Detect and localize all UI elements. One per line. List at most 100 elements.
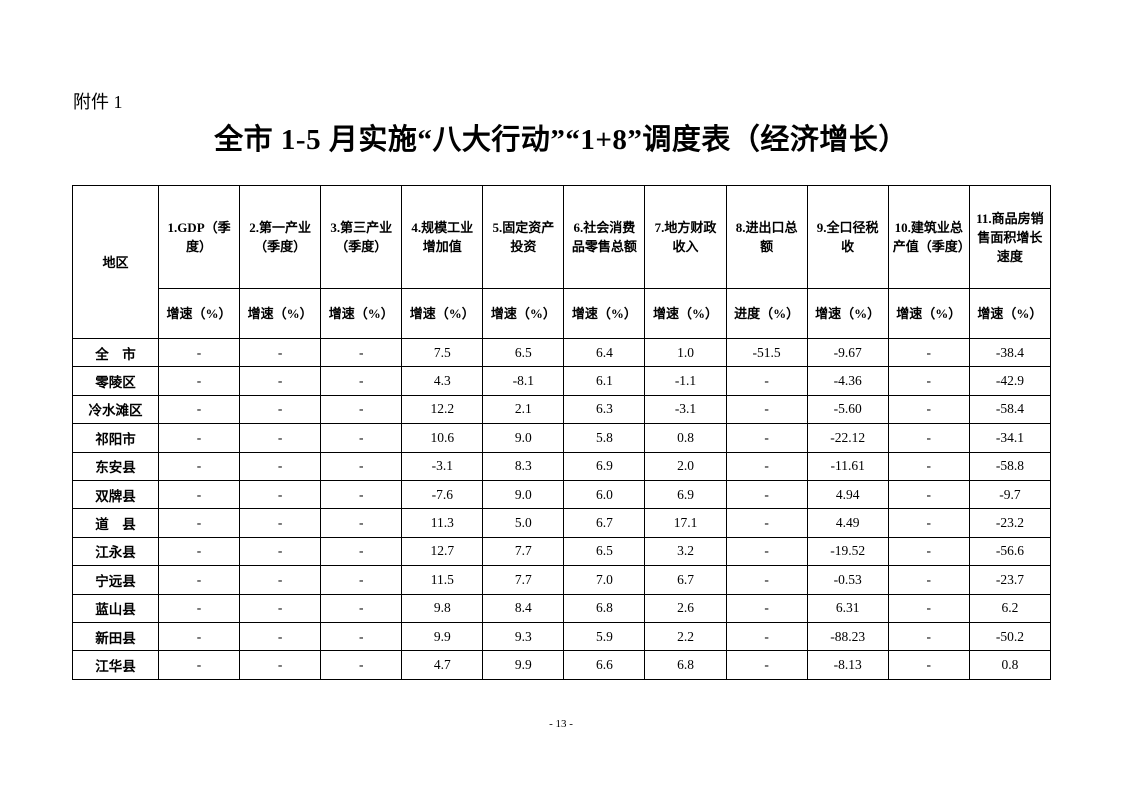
value-cell: 0.8: [968, 650, 1052, 680]
value-cell: -23.7: [968, 565, 1052, 595]
column-header: 6.社会消费品零售总额: [563, 185, 646, 289]
value-cell: -: [887, 565, 970, 595]
table-row: 蓝山县 - - -9.8 8.4 6.8 2.6-6.31-6.2: [72, 593, 1052, 623]
value-cell: 4.3: [401, 366, 484, 396]
value-cell: -: [320, 423, 403, 453]
region-cell: 冷水滩区: [72, 394, 159, 425]
value-cell: -: [887, 621, 970, 652]
value-cell: 6.9: [644, 479, 727, 510]
column-header: 3.第三产业（季度）: [320, 185, 403, 289]
table-row: 全 市 - - -7.5 6.5 6.4 1.0 -51.5 -9.67- -38.4: [72, 337, 1052, 368]
value-cell: 6.8: [644, 650, 727, 680]
value-cell: 7.7: [482, 565, 565, 595]
value-cell: 10.6: [401, 423, 484, 453]
value-cell: 6.0: [563, 479, 646, 510]
value-cell: -: [887, 451, 970, 481]
value-cell: -: [725, 565, 808, 595]
table-row: 冷水滩区 - - -12.2 2.1 6.3 -3.1- -5.60- -58.4: [72, 394, 1052, 425]
region-cell: 蓝山县: [72, 593, 159, 623]
value-cell: -22.12: [806, 423, 889, 453]
value-cell: -9.7: [968, 479, 1052, 510]
value-cell: -: [157, 536, 241, 567]
page-number: - 13 -: [549, 718, 573, 730]
value-cell: -: [157, 423, 241, 453]
column-header: 1.GDP（季度）: [157, 185, 241, 289]
column-header: 10.建筑业总产值（季度）: [887, 185, 971, 289]
value-cell: -: [157, 593, 241, 623]
value-cell: -: [320, 366, 403, 396]
value-cell: 6.5: [563, 536, 646, 567]
value-cell: 4.94: [806, 479, 889, 510]
column-unit: 增速（%）: [968, 288, 1052, 339]
value-cell: -23.2: [968, 508, 1052, 538]
column-unit: 增速（%）: [157, 288, 241, 339]
value-cell: -: [725, 394, 808, 425]
value-cell: -: [887, 536, 970, 567]
value-cell: -50.2: [968, 621, 1052, 652]
value-cell: 12.2: [401, 394, 484, 425]
header-row: 地区 1.GDP（季度） 2.第一产业（季度） 3.第三产业（季度） 4.规模工业增加…: [72, 185, 1052, 339]
column-unit: 增速（%）: [239, 288, 322, 339]
column-unit: 进度（%）: [725, 288, 808, 339]
table-row: 道 县 - - -11.3 5.0 6.7 17.1-4.49- -23.2: [72, 508, 1052, 538]
column-header: 2.第一产业（季度）: [239, 185, 322, 289]
column-header: 9.全口径税收: [806, 185, 889, 289]
value-cell: -: [157, 621, 241, 652]
region-cell: 新田县: [72, 621, 159, 652]
column-unit: 增速（%）: [401, 288, 484, 339]
value-cell: 5.8: [563, 423, 646, 453]
value-cell: -: [239, 394, 322, 425]
value-cell: -: [239, 650, 322, 680]
column-unit: 增速（%）: [482, 288, 565, 339]
region-cell: 祁阳市: [72, 423, 159, 453]
value-cell: 11.3: [401, 508, 484, 538]
value-cell: -: [239, 451, 322, 481]
value-cell: -: [320, 593, 403, 623]
value-cell: -: [157, 451, 241, 481]
value-cell: 1.0: [644, 337, 727, 368]
value-cell: 9.9: [401, 621, 484, 652]
value-cell: -: [320, 479, 403, 510]
value-cell: -: [725, 621, 808, 652]
region-cell: 东安县: [72, 451, 159, 481]
value-cell: -: [887, 423, 970, 453]
value-cell: -88.23: [806, 621, 889, 652]
table-row: 宁远县 - - -11.5 7.7 7.0 6.7- -0.53- -23.7: [72, 565, 1052, 595]
value-cell: 11.5: [401, 565, 484, 595]
value-cell: 6.6: [563, 650, 646, 680]
value-cell: -51.5: [725, 337, 808, 368]
value-cell: -: [239, 621, 322, 652]
value-cell: -: [887, 508, 970, 538]
value-cell: -: [887, 650, 970, 680]
value-cell: 9.8: [401, 593, 484, 623]
value-cell: -3.1: [401, 451, 484, 481]
value-cell: 2.0: [644, 451, 727, 481]
value-cell: -: [320, 337, 403, 368]
value-cell: -: [157, 508, 241, 538]
value-cell: -: [157, 394, 241, 425]
table-row: 江华县 - - -4.7 9.9 6.6 6.8- -8.13-0.8: [72, 650, 1052, 680]
value-cell: -0.53: [806, 565, 889, 595]
value-cell: -: [320, 536, 403, 567]
value-cell: 6.9: [563, 451, 646, 481]
value-cell: -: [725, 479, 808, 510]
value-cell: -: [887, 394, 970, 425]
value-cell: 9.9: [482, 650, 565, 680]
value-cell: 9.0: [482, 479, 565, 510]
table-row: 新田县 - - -9.9 9.3 5.9 2.2- -88.23- -50.2: [72, 621, 1052, 652]
value-cell: -: [239, 366, 322, 396]
value-cell: -: [239, 565, 322, 595]
value-cell: -7.6: [401, 479, 484, 510]
value-cell: -: [239, 593, 322, 623]
value-cell: 6.7: [563, 508, 646, 538]
table-row: 祁阳市 - - -10.6 9.0 5.8 0.8- -22.12- -34.1: [72, 423, 1052, 453]
column-unit: 增速（%）: [320, 288, 403, 339]
attachment-label: 附件 1: [73, 92, 123, 112]
value-cell: -: [725, 508, 808, 538]
value-cell: -: [157, 650, 241, 680]
value-cell: 2.1: [482, 394, 565, 425]
value-cell: 6.3: [563, 394, 646, 425]
value-cell: -9.67: [806, 337, 889, 368]
column-header: 11.商品房销售面积增长速度: [968, 185, 1052, 289]
value-cell: 6.5: [482, 337, 565, 368]
